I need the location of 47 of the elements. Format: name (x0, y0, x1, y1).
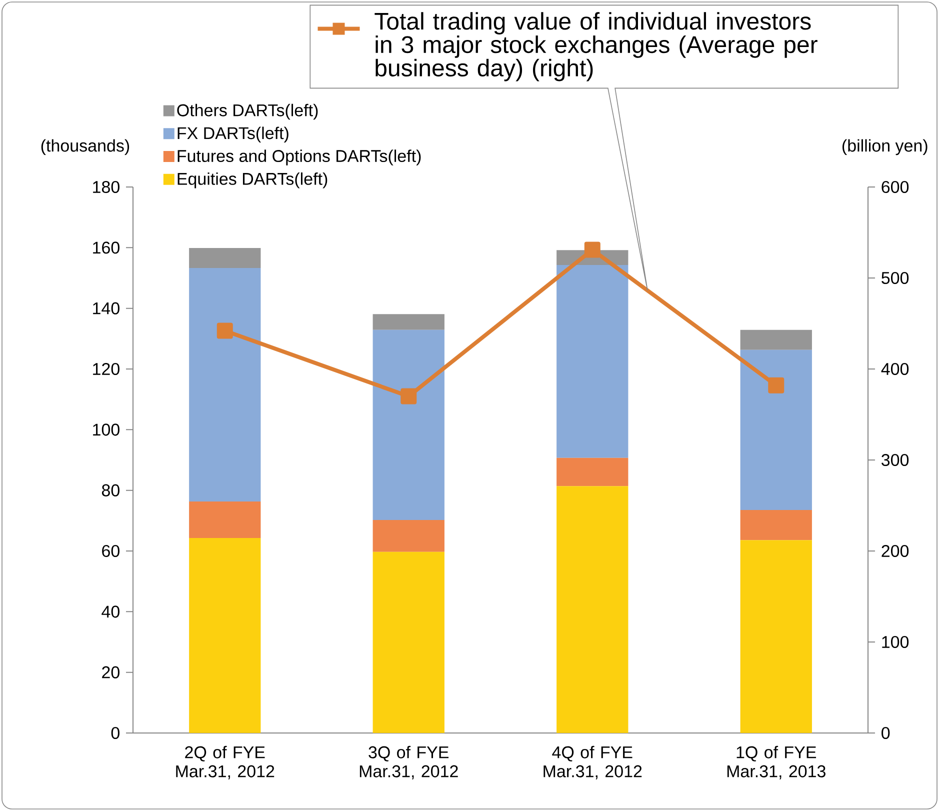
y-axis-title: (thousands) (41, 139, 130, 156)
y2-tick-label: 0 (882, 726, 890, 740)
y2-tick-label: 300 (882, 454, 909, 466)
bar (189, 248, 261, 268)
bar (189, 502, 261, 538)
y-tick-label: 180 (93, 180, 120, 194)
x-tick-label: 2Q of FYE Mar.31, 2012 (176, 746, 274, 780)
bar (556, 264, 628, 458)
bar (372, 330, 444, 520)
point (216, 322, 233, 339)
legend-label: Futures and Options DARTs(left) (178, 150, 421, 166)
y-tick-label: 40 (102, 606, 120, 618)
bar (740, 540, 812, 733)
bar (740, 350, 812, 510)
bar (740, 510, 812, 540)
legend-label: Equities DARTs(left) (178, 172, 328, 188)
bar (372, 552, 444, 733)
y2-tick-label: 600 (882, 180, 909, 194)
y-tick-label: 80 (102, 484, 120, 496)
y2-axis-title: (billion yen) (842, 139, 928, 156)
y-tick-label: 0 (111, 726, 120, 740)
bar (189, 538, 261, 733)
legend-label: Others DARTs(left) (177, 104, 318, 120)
x-tick-label: 3Q of FYE Mar.31, 2012 (360, 746, 458, 780)
y-tick-label: 60 (102, 544, 120, 558)
y-tick-label: 20 (102, 666, 120, 678)
point (768, 377, 784, 394)
x-tick-label: 4Q of FYE Mar.31, 2012 (544, 746, 642, 780)
y-tick-label: 160 (93, 242, 120, 254)
legend-label: Total trading value of individual investors in 3 major stock exchanges (Average per business day) (right) (374, 12, 818, 82)
bar (189, 268, 261, 502)
bar (372, 314, 444, 330)
point (584, 242, 600, 258)
bar (556, 458, 628, 486)
y-tick-label: 100 (93, 424, 120, 436)
y2-tick-label: 100 (882, 636, 909, 648)
y-tick-label: 140 (93, 302, 120, 314)
y-tick-label: 120 (93, 362, 120, 376)
y2-tick-label: 500 (882, 272, 909, 284)
legend-label: FX DARTs(left) (178, 126, 288, 143)
point (400, 388, 417, 404)
bar (372, 520, 444, 552)
bar (740, 330, 812, 350)
y2-tick-label: 400 (881, 362, 909, 376)
x-tick-label: 1Q of FYE Mar.31, 2013 (727, 746, 826, 780)
y2-tick-label: 200 (882, 544, 909, 558)
bar (556, 486, 628, 733)
